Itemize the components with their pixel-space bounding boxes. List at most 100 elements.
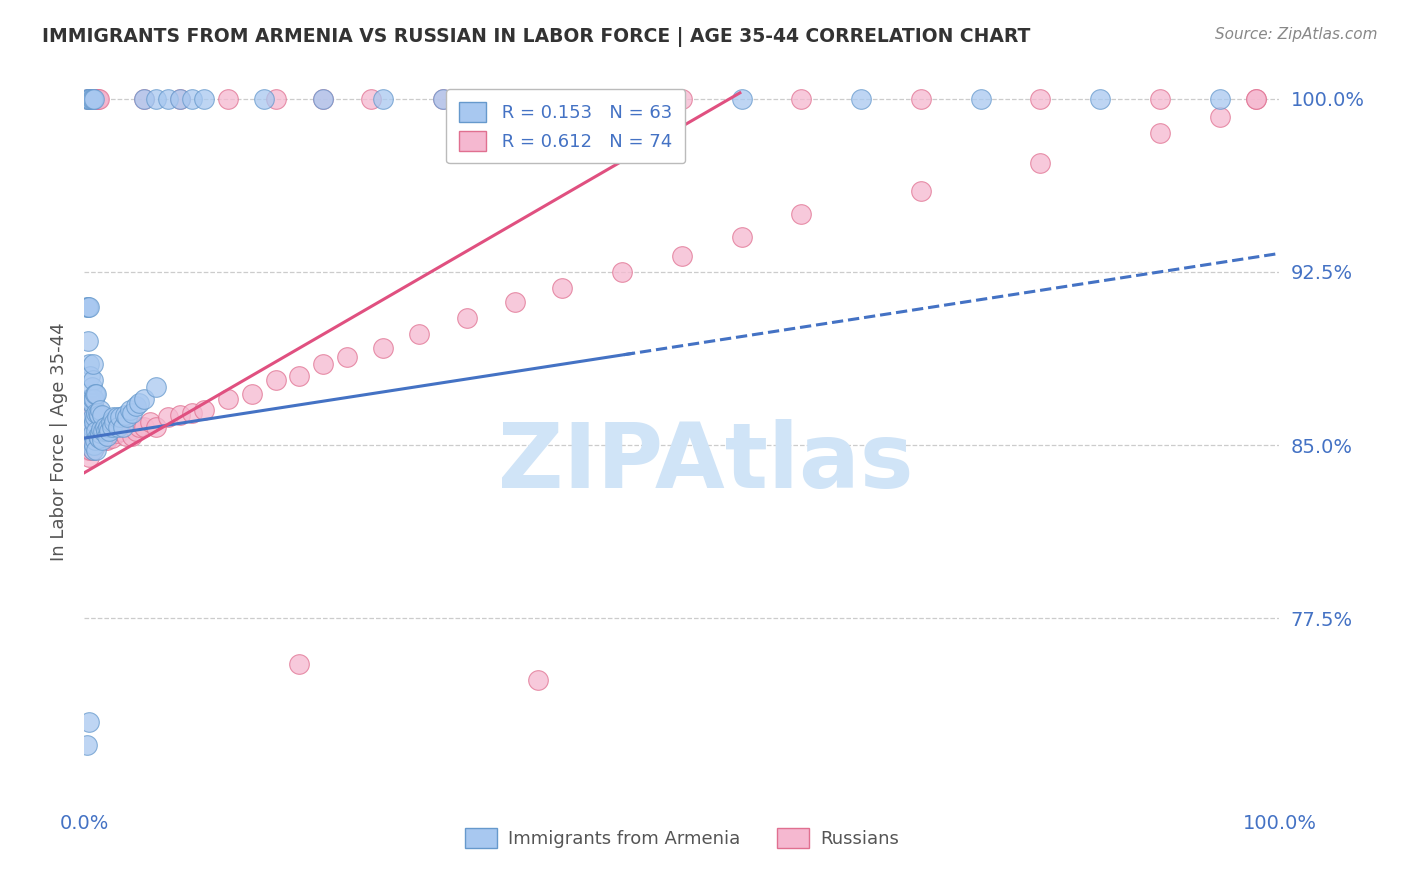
Point [193, 92, 215, 106]
Point [240, 387, 263, 401]
Point [456, 311, 478, 326]
Point [132, 92, 156, 106]
Point [288, 368, 311, 383]
Point [1029, 156, 1052, 170]
Point [80, 92, 103, 106]
Point [101, 431, 124, 445]
Point [551, 281, 574, 295]
Point [79, 442, 101, 457]
Point [77, 92, 100, 106]
Point [1029, 92, 1052, 106]
Point [360, 92, 382, 106]
Point [790, 207, 813, 221]
Point [77, 714, 100, 729]
Point [93, 424, 115, 438]
Point [169, 92, 191, 106]
Y-axis label: In Labor Force | Age 35-44: In Labor Force | Age 35-44 [49, 322, 67, 561]
Point [83, 401, 105, 415]
Point [77, 92, 100, 106]
Point [84, 92, 107, 106]
Point [79, 392, 101, 406]
Point [77, 426, 100, 441]
Point [111, 419, 134, 434]
Point [612, 265, 634, 279]
Point [80, 419, 103, 434]
Point [82, 406, 104, 420]
Point [132, 419, 156, 434]
Point [101, 410, 124, 425]
Point [336, 351, 359, 365]
Point [910, 92, 932, 106]
Point [217, 392, 239, 406]
Point [79, 368, 101, 383]
Point [87, 431, 110, 445]
Point [432, 92, 454, 106]
Point [82, 410, 104, 425]
Point [169, 408, 191, 422]
Point [132, 392, 156, 406]
Point [76, 738, 98, 752]
Point [1149, 127, 1171, 141]
Point [128, 419, 150, 434]
Point [90, 424, 112, 438]
Point [1209, 92, 1232, 106]
Point [503, 294, 526, 309]
Point [731, 230, 754, 244]
Point [79, 410, 101, 425]
Point [132, 92, 156, 106]
Point [193, 403, 215, 417]
Point [80, 438, 103, 452]
Point [253, 92, 276, 106]
Point [671, 249, 693, 263]
Point [110, 410, 132, 425]
Text: IMMIGRANTS FROM ARMENIA VS RUSSIAN IN LABOR FORCE | AGE 35-44 CORRELATION CHART: IMMIGRANTS FROM ARMENIA VS RUSSIAN IN LA… [42, 27, 1031, 46]
Point [671, 92, 693, 106]
Point [86, 92, 108, 106]
Point [91, 429, 114, 443]
Point [373, 92, 395, 106]
Point [86, 442, 108, 457]
Point [77, 92, 100, 106]
Point [117, 410, 139, 425]
Text: ZIPAtlas: ZIPAtlas [498, 419, 914, 508]
Point [86, 406, 108, 420]
Point [264, 92, 287, 106]
Point [94, 424, 117, 438]
Point [101, 422, 124, 436]
Point [87, 410, 110, 425]
Point [82, 426, 104, 441]
Point [77, 442, 100, 457]
Point [731, 92, 754, 106]
Point [76, 300, 98, 314]
Point [79, 92, 101, 106]
Point [82, 92, 104, 106]
Point [118, 403, 141, 417]
Point [1149, 92, 1171, 106]
Point [86, 434, 108, 448]
Point [288, 657, 311, 672]
Point [83, 92, 105, 106]
Point [91, 408, 114, 422]
Point [125, 424, 148, 438]
Point [851, 92, 873, 106]
Point [77, 357, 100, 371]
Point [83, 419, 105, 434]
Point [84, 434, 107, 448]
Point [89, 426, 111, 441]
Point [121, 406, 143, 420]
Point [373, 341, 395, 355]
Point [89, 429, 111, 443]
Point [114, 408, 136, 422]
Point [84, 415, 107, 429]
Point [910, 184, 932, 198]
Point [1209, 110, 1232, 124]
Point [87, 92, 110, 106]
Point [82, 442, 104, 457]
Point [84, 434, 107, 448]
Point [1090, 92, 1112, 106]
Point [82, 442, 104, 457]
Point [79, 426, 101, 441]
Point [93, 434, 115, 448]
Point [551, 92, 574, 106]
Point [264, 373, 287, 387]
